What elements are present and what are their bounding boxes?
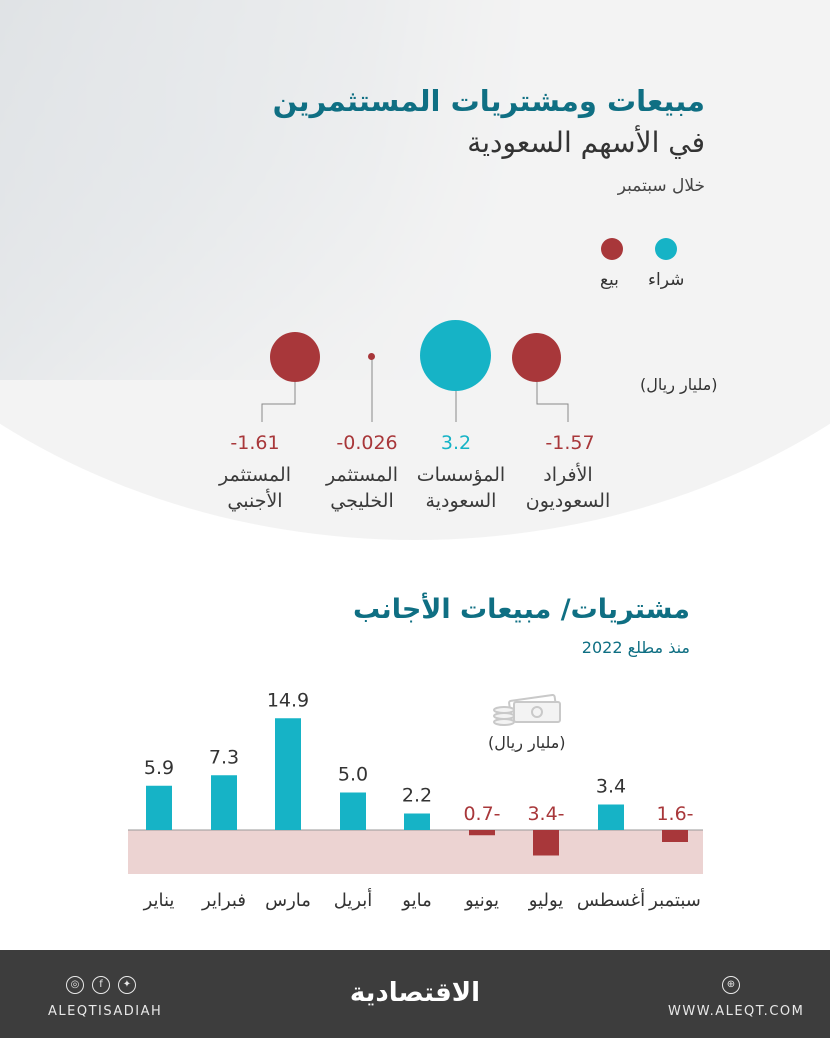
bar-0	[146, 785, 172, 830]
bar-2	[275, 718, 301, 830]
bar-category-label-4: مايو	[401, 890, 431, 911]
bar-value-label-6: 3.4-	[527, 803, 564, 825]
bubble-saudi-individuals	[512, 333, 561, 382]
bar-3	[340, 792, 366, 830]
bar-category-label-8: سبتمبر	[648, 890, 701, 911]
website-link[interactable]: WWW.ALEQT.COM	[668, 1004, 805, 1019]
money-icon	[493, 694, 561, 726]
bar-category-label-0: يناير	[143, 890, 175, 911]
main-title-line2: في الأسهم السعودية	[467, 126, 705, 159]
value-saudi-institutions: 3.2	[440, 432, 472, 454]
instagram-icon[interactable]: ◎	[66, 976, 84, 994]
background-arc	[0, 0, 830, 540]
bar-value-label-0: 5.9	[144, 757, 174, 779]
section-subtitle: منذ مطلع 2022	[581, 638, 690, 657]
header-background	[0, 0, 830, 540]
bar-category-label-5: يونيو	[464, 890, 499, 911]
bar-8	[662, 830, 688, 842]
bubble-unit-label: (مليار ريال)	[640, 375, 718, 394]
label-line1: المستثمر	[219, 464, 291, 486]
bar-category-label-2: مارس	[265, 890, 311, 911]
bar-value-label-5: 0.7-	[463, 803, 500, 825]
bar-value-label-8: 1.6-	[656, 803, 693, 825]
legend-buy-dot	[655, 238, 677, 260]
bar-value-label-1: 7.3	[209, 746, 239, 768]
bar-4	[404, 813, 430, 830]
label-line2: الخليجي	[330, 490, 394, 512]
label-line1: الأفراد	[543, 464, 593, 486]
bar-category-label-1: فبراير	[201, 890, 246, 911]
label-gulf-investor: المستثمر الخليجي	[307, 462, 417, 514]
bar-5	[469, 830, 495, 836]
bar-value-label-7: 3.4	[596, 776, 626, 798]
label-line1: المستثمر	[326, 464, 398, 486]
bar-7	[598, 804, 624, 830]
bar-1	[211, 775, 237, 830]
section-title: مشتريات/ مبيعات الأجانب	[352, 594, 690, 625]
legend-sell-dot	[601, 238, 623, 260]
legend-buy-label: شراء	[648, 270, 685, 290]
bubble-leader-lines	[261, 360, 569, 422]
bubble-foreign-investor	[270, 332, 320, 382]
facebook-icon[interactable]: f	[92, 976, 110, 994]
footer: ◎ f ✦ ALEQTISADIAH الاقتصادية ⊕ WWW.ALEQ…	[0, 950, 830, 1038]
bubble-saudi-institutions	[420, 320, 491, 391]
brand-logo: الاقتصادية	[349, 978, 481, 1008]
bar-chart: 5.9 يناير 7.3 فبراير 14.9 مارس 5.0 أبريل 2.2 مايو…	[128, 689, 703, 911]
label-line2: الأجنبي	[227, 490, 283, 512]
bar-category-label-6: يوليو	[528, 890, 564, 911]
bar-category-label-7: أغسطس	[577, 888, 645, 911]
legend-sell-label: بيع	[600, 270, 619, 290]
label-line2: السعوديون	[525, 490, 611, 512]
bar-unit-label: (مليار ريال)	[488, 733, 566, 752]
bar-value-label-2: 14.9	[267, 689, 309, 711]
main-title: مبيعات ومشتريات المستثمرين	[272, 84, 705, 118]
twitter-icon[interactable]: ✦	[118, 976, 136, 994]
value-gulf-investor: -0.026	[336, 432, 398, 454]
label-line1: المؤسسات	[416, 464, 506, 486]
label-line2: السعودية	[425, 490, 497, 512]
bubble-gulf-investor	[368, 353, 375, 360]
bar-value-label-3: 5.0	[338, 764, 368, 786]
social-handle: ALEQTISADIAH	[48, 1004, 163, 1019]
value-saudi-individuals: -1.57	[545, 432, 595, 454]
bar-value-label-4: 2.2	[402, 785, 432, 807]
label-saudi-individuals: الأفراد السعوديون	[513, 462, 623, 514]
negative-band	[128, 830, 703, 874]
value-foreign-investor: -1.61	[230, 432, 280, 454]
bar-category-label-3: أبريل	[334, 888, 373, 911]
globe-icon[interactable]: ⊕	[722, 976, 740, 994]
main-subtitle: خلال سبتمبر	[617, 176, 705, 196]
label-foreign-investor: المستثمر الأجنبي	[200, 462, 310, 514]
label-saudi-institutions: المؤسسات السعودية	[406, 462, 516, 514]
bar-6	[533, 830, 559, 856]
